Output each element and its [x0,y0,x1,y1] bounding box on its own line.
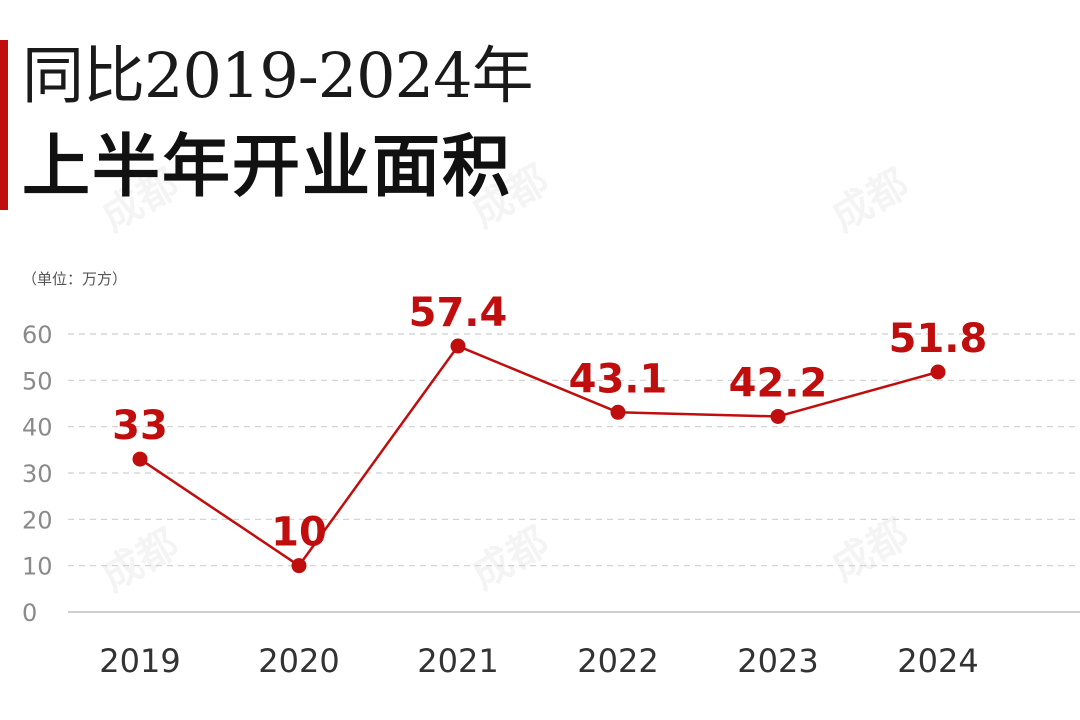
page-title-line1: 同比2019-2024年 [22,39,534,112]
watermark-text: 成都 [94,161,186,241]
series-line [139,344,939,567]
x-tick-label: 2020 [258,642,339,680]
x-tick-label: 2024 [897,642,978,680]
y-tick-label: 30 [22,460,53,488]
data-point [450,338,466,354]
x-tick-label: 2022 [577,642,658,680]
data-label: 51.8 [889,316,988,362]
y-tick-label: 10 [22,553,53,581]
watermark-text: 成都 [824,161,916,241]
y-tick-label: 20 [22,506,53,534]
y-tick-label: 40 [22,414,53,442]
watermark-text: 成都 [824,511,916,591]
data-label: 10 [271,510,327,556]
watermark-text: 成都 [94,521,186,601]
x-tick-label: 2021 [417,642,498,680]
page-title-line2: 上半年开业面积 [22,128,513,207]
data-point [132,451,148,467]
data-label: 33 [112,403,168,449]
title-accent-bar [0,40,8,210]
unit-label: （单位：万方） [22,270,128,288]
watermark-text: 成都 [464,519,556,599]
y-tick-label: 0 [22,599,37,627]
data-label: 43.1 [569,356,668,402]
y-tick-label: 50 [22,367,53,395]
x-tick-label: 2019 [99,642,180,680]
x-tick-label: 2023 [737,642,818,680]
watermark-text: 成都 [464,157,556,237]
data-point [770,408,786,424]
data-label: 42.2 [729,360,828,406]
data-point [930,364,946,380]
data-label: 57.4 [409,290,508,336]
data-point [291,558,307,574]
y-tick-label: 60 [22,321,53,349]
data-point [610,404,626,420]
